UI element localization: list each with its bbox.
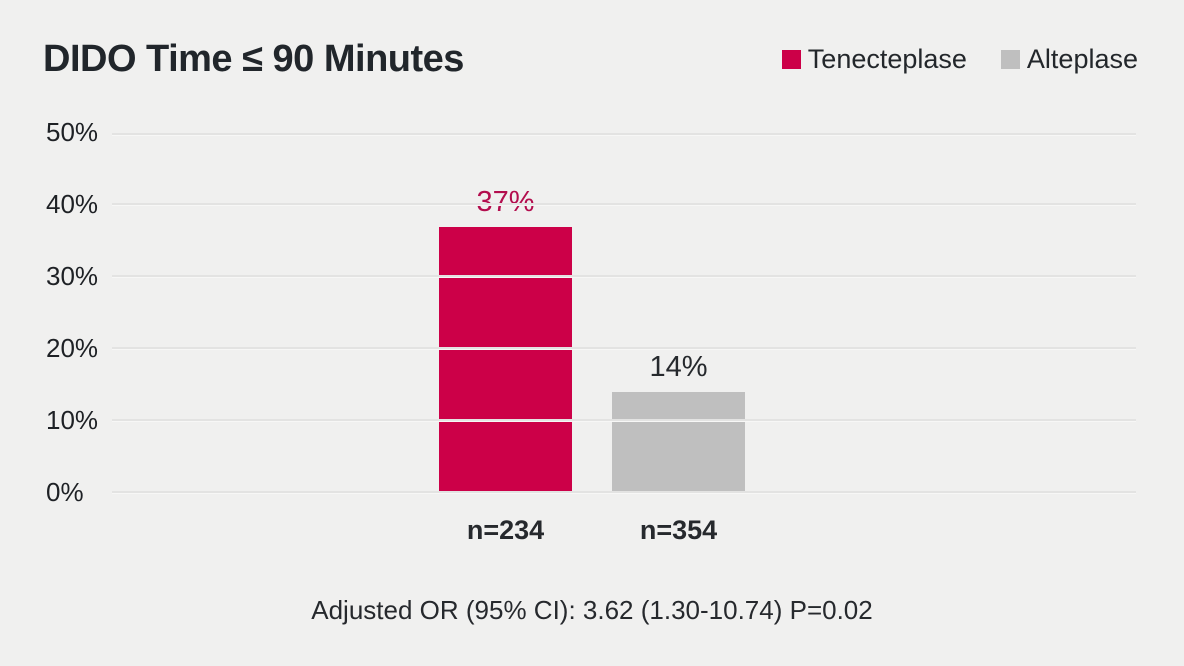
legend-swatch-alteplase-icon (1000, 50, 1020, 69)
plot-area: 37% n=234 14% n=354 0% 10% 20% 30% 40% 50% (46, 117, 1136, 545)
bar-group-alteplase: 14% n=354 (612, 133, 745, 545)
chart-title: DIDO Time ≤ 90 Minutes (43, 38, 464, 80)
gridline (112, 133, 1136, 136)
gridline (112, 347, 1136, 350)
annotation-text: Adjusted OR (95% CI): 3.62 (1.30-10.74) … (311, 595, 873, 625)
legend-label-alteplase: Alteplase (1026, 44, 1138, 74)
bar-n-label-alteplase: n=354 (639, 515, 718, 545)
legend-item-alteplase: Alteplase (1000, 44, 1138, 75)
bar-tenecteplase (439, 226, 572, 493)
y-axis-tick-label: 20% (46, 333, 99, 363)
gridline (112, 275, 1136, 278)
y-axis-tick-label: 50% (46, 117, 99, 147)
bar-n-label-tenecteplase: n=234 (466, 515, 545, 545)
bar-value-label-tenecteplase: 37% (476, 185, 535, 218)
y-axis-tick-label: 10% (46, 405, 99, 435)
gridline (112, 491, 1136, 494)
y-axis-tick-label: 30% (46, 261, 99, 291)
y-axis-tick-label: 40% (46, 189, 99, 219)
y-axis-tick-label: 0% (46, 477, 84, 507)
bar-group-tenecteplase: 37% n=234 (439, 133, 572, 545)
gridline (112, 419, 1136, 422)
legend-label-tenecteplase: Tenecteplase (807, 44, 967, 74)
legend-item-tenecteplase: Tenecteplase (781, 44, 967, 75)
bar-alteplase (612, 392, 745, 493)
legend-swatch-tenecteplase-icon (781, 50, 801, 69)
bar-value-label-alteplase: 14% (649, 351, 708, 384)
legend: Tenecteplase Alteplase (781, 44, 1138, 75)
gridline (112, 203, 1136, 206)
